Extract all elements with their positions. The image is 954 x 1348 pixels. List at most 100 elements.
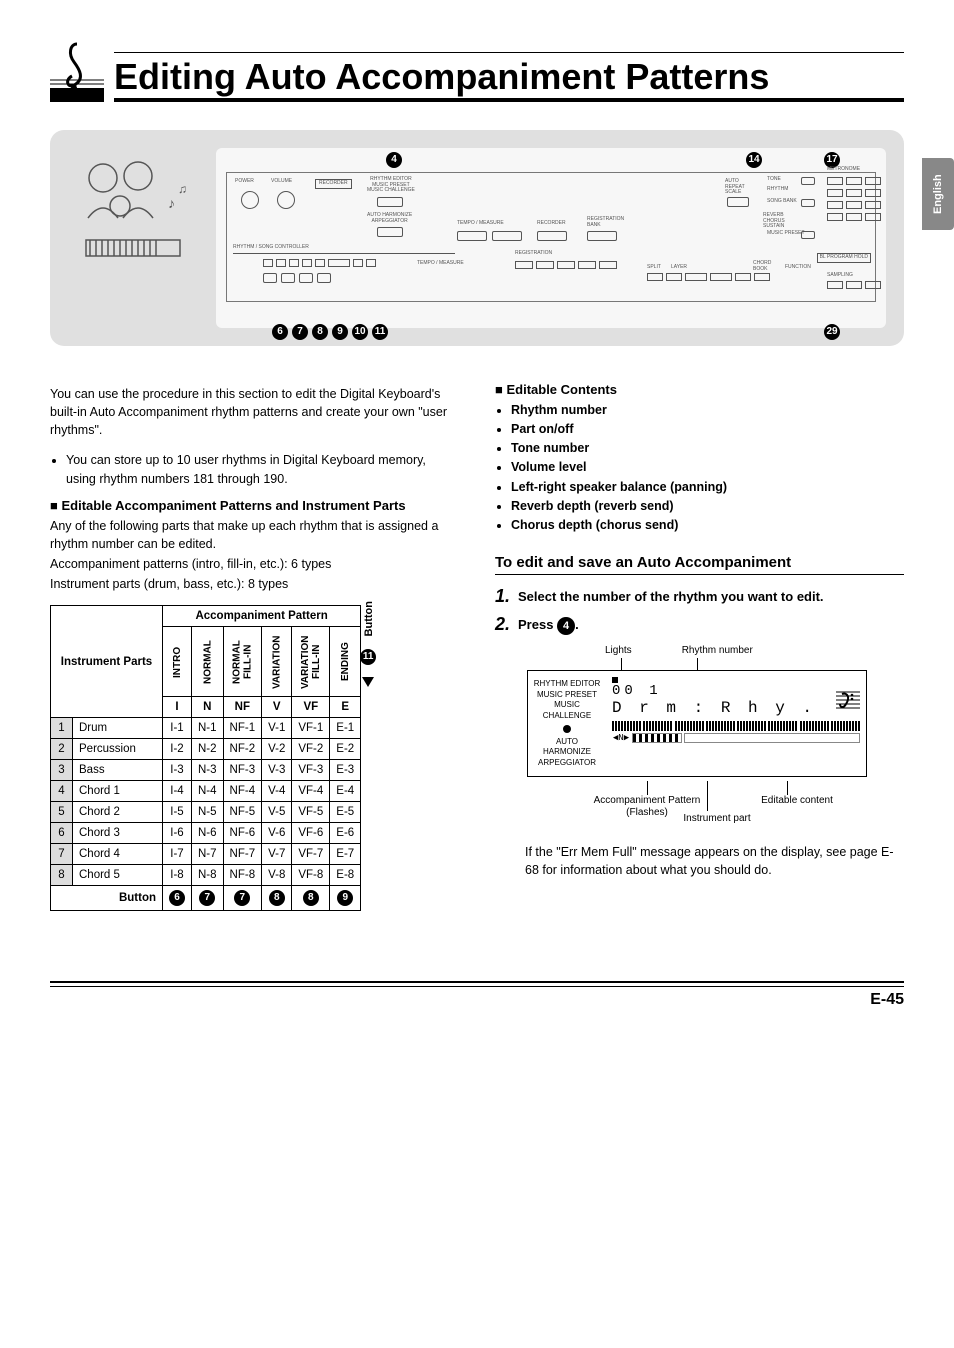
row-name: Chord 2 <box>73 802 163 823</box>
metronome-label: METRONOME <box>827 167 860 173</box>
cell: VF-4 <box>292 781 330 802</box>
recorder-label: RECORDER <box>315 179 352 189</box>
cell: N-5 <box>192 802 224 823</box>
step-1-text: Select the number of the rhythm you want… <box>518 587 824 605</box>
col-header: VARIATION <box>262 627 292 697</box>
page-footer: E-45 <box>50 981 904 1009</box>
col-short: VF <box>292 697 330 718</box>
cell: N-7 <box>192 844 224 865</box>
editable-contents-head: Editable Contents <box>495 382 904 397</box>
hero-mark-4: 4 <box>386 152 402 168</box>
cell: E-1 <box>330 718 361 739</box>
step-2-text: Press 4. <box>518 615 579 636</box>
button-circ-cell: 9 <box>330 886 361 911</box>
table-row: 7Chord 4I-7N-7NF-7V-7VF-7E-7 <box>51 844 361 865</box>
editable-content-item: Part on/off <box>511 420 904 438</box>
editable-content-item: Reverb depth (reverb send) <box>511 497 904 515</box>
col-short: V <box>262 697 292 718</box>
lcd-light-icon <box>563 725 571 733</box>
row-index: 3 <box>51 760 73 781</box>
editable-content-item: Left-right speaker balance (panning) <box>511 478 904 496</box>
step-1-num: 1. <box>495 587 510 605</box>
button-circ: 8 <box>269 890 285 906</box>
cell: I-3 <box>163 760 192 781</box>
cell: V-8 <box>262 865 292 886</box>
button-circ: 9 <box>337 890 353 906</box>
cell: I-1 <box>163 718 192 739</box>
cell: E-3 <box>330 760 361 781</box>
sub1-body: Any of the following parts that make up … <box>50 517 459 553</box>
cell: I-8 <box>163 865 192 886</box>
page-number: E-45 <box>870 991 904 1009</box>
accomp-pattern-header: Accompaniment Pattern <box>163 606 361 627</box>
button-circ-cell: 8 <box>262 886 292 911</box>
cell: NF-4 <box>223 781 262 802</box>
hero-mark-6: 6 <box>272 324 288 340</box>
row-name: Bass <box>73 760 163 781</box>
cell: E-6 <box>330 823 361 844</box>
instrument-parts-header: Instrument Parts <box>51 606 163 718</box>
cell: I-4 <box>163 781 192 802</box>
bass-clef-icon <box>836 688 860 712</box>
cell: V-3 <box>262 760 292 781</box>
button-circ-cell: 7 <box>223 886 262 911</box>
editable-content-item: Volume level <box>511 458 904 476</box>
lcd-text: D r m : R h y . <box>612 699 816 717</box>
row-index: 6 <box>51 823 73 844</box>
step-1: 1. Select the number of the rhythm you w… <box>495 587 904 605</box>
col-short: I <box>163 697 192 718</box>
cell: E-5 <box>330 802 361 823</box>
editable-content-item: Tone number <box>511 439 904 457</box>
row-index: 8 <box>51 865 73 886</box>
cell: I-7 <box>163 844 192 865</box>
cell: N-4 <box>192 781 224 802</box>
side-arrow: 11 <box>361 643 375 687</box>
col-header: NORMAL FILL-IN <box>223 627 262 697</box>
cell: V-5 <box>262 802 292 823</box>
cell: V-6 <box>262 823 292 844</box>
cell: VF-6 <box>292 823 330 844</box>
row-name: Percussion <box>73 739 163 760</box>
cell: NF-6 <box>223 823 262 844</box>
step-2-circ: 4 <box>557 617 575 635</box>
row-name: Chord 3 <box>73 823 163 844</box>
cell: NF-3 <box>223 760 262 781</box>
language-tab: English <box>922 158 954 230</box>
step-2: 2. Press 4. <box>495 615 904 636</box>
err-mem-note: If the "Err Mem Full" message appears on… <box>525 843 904 879</box>
page-title-block: Editing Auto Accompaniment Patterns <box>50 40 904 102</box>
button-circ: 7 <box>234 890 250 906</box>
hero-mark-7: 7 <box>292 324 308 340</box>
svg-text:♪: ♪ <box>168 195 175 211</box>
hero-mark-8: 8 <box>312 324 328 340</box>
table-row: 2PercussionI-2N-2NF-2V-2VF-2E-2 <box>51 739 361 760</box>
lcd-label-rhythm-number: Rhythm number <box>682 645 753 656</box>
intro-bullet: You can store up to 10 user rhythms in D… <box>66 451 459 487</box>
col-short: N <box>192 697 224 718</box>
subhead-parts: Editable Accompaniment Patterns and Inst… <box>50 498 459 513</box>
table-row: 6Chord 3I-6N-6NF-6V-6VF-6E-6 <box>51 823 361 844</box>
col-header: NORMAL <box>192 627 224 697</box>
row-index: 2 <box>51 739 73 760</box>
lcd-label-instpart: Instrument part <box>657 813 777 825</box>
cell: N-8 <box>192 865 224 886</box>
hero-mark-10: 10 <box>352 324 368 340</box>
cell: N-2 <box>192 739 224 760</box>
button-circ-cell: 8 <box>292 886 330 911</box>
side-circ-11: 11 <box>360 649 376 665</box>
cell: NF-8 <box>223 865 262 886</box>
cell: VF-7 <box>292 844 330 865</box>
sub1-line2: Accompaniment patterns (intro, fill-in, … <box>50 555 459 573</box>
steps-title: To edit and save an Auto Accompaniment <box>495 554 904 575</box>
row-index: 4 <box>51 781 73 802</box>
parts-table: Instrument Parts Accompaniment Pattern I… <box>50 605 361 911</box>
row-index: 7 <box>51 844 73 865</box>
col-header: ENDING <box>330 627 361 697</box>
lcd-diagram: Lights Rhythm number RHYTHM EDITOR MUSIC… <box>527 645 867 825</box>
button-row-label: Button <box>51 886 163 911</box>
page-title: Editing Auto Accompaniment Patterns <box>114 52 904 102</box>
cell: NF-7 <box>223 844 262 865</box>
cell: VF-3 <box>292 760 330 781</box>
table-row: 1DrumI-1N-1NF-1V-1VF-1E-1 <box>51 718 361 739</box>
cell: VF-2 <box>292 739 330 760</box>
